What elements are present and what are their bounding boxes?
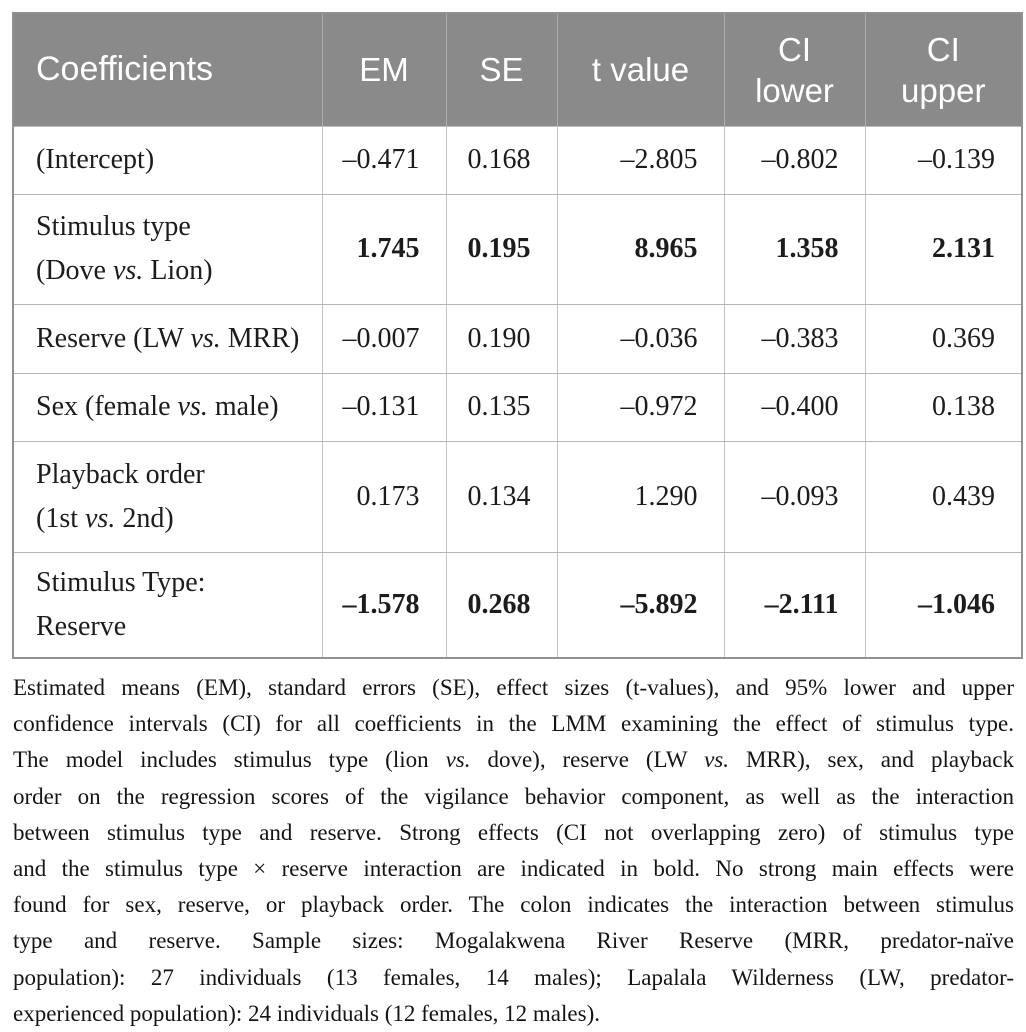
- header-label: EM: [359, 51, 409, 89]
- cell-em: 1.745: [322, 194, 447, 305]
- cell-se: 0.195: [446, 194, 558, 305]
- cell-ci-lower: –0.400: [724, 373, 866, 442]
- table-caption: Estimated means (EM), standard errors (S…: [13, 670, 1014, 1032]
- cell-ci-upper: –1.046: [865, 552, 1022, 658]
- row-label-line: Reserve: [36, 605, 322, 649]
- table-row-stimulus-type: Stimulus type (Dove vs. Lion) 1.745 0.19…: [13, 194, 1022, 305]
- row-label-line: Stimulus Type:: [36, 561, 322, 605]
- row-label-text: 2nd): [115, 502, 174, 534]
- cell-em: –0.007: [322, 304, 447, 374]
- caption-text: dove), reserve (LW: [470, 747, 705, 773]
- table-row-sex: Sex (female vs. male) –0.131 0.135 –0.97…: [13, 373, 1022, 442]
- header-label: SE: [479, 51, 524, 89]
- caption-line: The model includes stimulus type (lion v…: [13, 742, 1014, 778]
- cell-em: –0.131: [322, 373, 447, 442]
- caption-text: The model includes stimulus type (lion: [13, 747, 446, 773]
- row-label-text: Reserve (LW: [36, 322, 191, 354]
- cell-t-value: –0.972: [557, 373, 725, 442]
- header-label: t value: [591, 51, 690, 89]
- column-header-t-value: t value: [557, 13, 725, 127]
- row-label: (Intercept): [13, 126, 323, 195]
- caption-italic: vs.: [704, 747, 730, 773]
- row-label-italic: vs.: [177, 391, 208, 422]
- caption-line: found for sex, reserve, or playback orde…: [13, 892, 1014, 918]
- cell-se: 0.168: [446, 126, 558, 195]
- row-label-italic: vs.: [85, 502, 116, 534]
- cell-ci-lower: –0.093: [724, 441, 866, 553]
- cell-em: –0.471: [322, 126, 447, 195]
- row-label-text: (1st: [36, 502, 85, 534]
- coefficients-table: Coefficients EM SE t value CI lower CI u: [12, 12, 1023, 659]
- column-header-ci-upper: CI upper: [865, 13, 1022, 127]
- row-label: Stimulus type (Dove vs. Lion): [13, 194, 323, 305]
- row-label-text: Reserve: [36, 610, 127, 642]
- cell-ci-upper: 0.369: [865, 304, 1022, 374]
- header-label: Coefficients: [36, 50, 214, 89]
- cell-em: 0.173: [322, 441, 447, 553]
- row-label-text: (Dove: [36, 255, 113, 286]
- caption-text: MRR), sex, and playback: [729, 747, 1014, 773]
- cell-se: 0.268: [446, 552, 558, 658]
- cell-t-value: –5.892: [557, 552, 725, 658]
- caption-line: population): 27 individuals (13 females,…: [13, 964, 1014, 990]
- row-label-line: (1st vs. 2nd): [36, 497, 322, 541]
- cell-ci-lower: 1.358: [724, 194, 866, 305]
- row-label-text: male): [207, 391, 279, 422]
- column-header-se: SE: [446, 13, 558, 127]
- cell-se: 0.190: [446, 304, 558, 374]
- cell-t-value: 8.965: [557, 194, 725, 305]
- cell-ci-lower: –0.802: [724, 126, 866, 195]
- row-label-italic: vs.: [112, 255, 144, 286]
- table-header-row: Coefficients EM SE t value CI lower CI u: [13, 13, 1022, 127]
- cell-se: 0.135: [446, 373, 558, 442]
- header-label: upper: [901, 71, 986, 109]
- column-header-coefficients: Coefficients: [13, 13, 323, 127]
- cell-t-value: 1.290: [557, 441, 725, 553]
- row-label-text: (Intercept): [36, 144, 155, 175]
- table-row-intercept: (Intercept) –0.471 0.168 –2.805 –0.802 –…: [13, 126, 1022, 195]
- cell-t-value: –0.036: [557, 304, 725, 374]
- row-label-text: Playback order: [36, 458, 205, 490]
- row-label-text: Lion): [143, 255, 213, 286]
- cell-ci-lower: –0.383: [724, 304, 866, 374]
- row-label-text: MRR): [220, 322, 300, 354]
- header-label: CI: [926, 30, 960, 68]
- cell-se: 0.134: [446, 441, 558, 553]
- caption-line: Estimated means (EM), standard errors (S…: [13, 675, 1014, 700]
- caption-line: between stimulus type and reserve. Stron…: [13, 819, 1014, 845]
- row-label-line: Playback order: [36, 453, 322, 497]
- row-label-line: (Dove vs. Lion): [36, 249, 322, 293]
- cell-em: –1.578: [322, 552, 447, 658]
- column-header-ci-lower: CI lower: [724, 13, 866, 127]
- row-label-line: Stimulus type: [36, 205, 322, 249]
- row-label-text: Stimulus type: [36, 211, 191, 242]
- table-row-reserve: Reserve (LW vs. MRR) –0.007 0.190 –0.036…: [13, 304, 1022, 374]
- row-label: Sex (female vs. male): [13, 373, 323, 442]
- caption-line: and the stimulus type × reserve interact…: [13, 855, 1014, 881]
- row-label-text: Sex (female: [36, 391, 178, 422]
- cell-ci-upper: 0.138: [865, 373, 1022, 442]
- caption-italic: vs.: [445, 747, 471, 773]
- row-label: Playback order (1st vs. 2nd): [13, 441, 323, 553]
- header-label: CI: [778, 30, 811, 68]
- caption-line: confidence intervals (CI) for all coeffi…: [13, 711, 1014, 737]
- row-label-italic: vs.: [190, 322, 221, 354]
- cell-ci-upper: –0.139: [865, 126, 1022, 195]
- row-label: Stimulus Type: Reserve: [13, 552, 323, 658]
- column-header-em: EM: [322, 13, 447, 127]
- row-label: Reserve (LW vs. MRR): [13, 304, 323, 374]
- caption-line: order on the regression scores of the vi…: [13, 783, 1014, 809]
- cell-ci-upper: 2.131: [865, 194, 1022, 305]
- row-label-text: Stimulus Type:: [36, 566, 206, 598]
- header-label: lower: [755, 71, 834, 109]
- caption-line: experienced population): 24 individuals …: [13, 1000, 600, 1026]
- table-row-playback-order: Playback order (1st vs. 2nd) 0.173 0.134…: [13, 441, 1022, 553]
- caption-line: type and reserve. Sample sizes: Mogalakw…: [13, 928, 1014, 954]
- cell-t-value: –2.805: [557, 126, 725, 195]
- cell-ci-upper: 0.439: [865, 441, 1022, 553]
- cell-ci-lower: –2.111: [724, 552, 866, 658]
- table-row-stimulus-type-reserve-interaction: Stimulus Type: Reserve –1.578 0.268 –5.8…: [13, 552, 1022, 658]
